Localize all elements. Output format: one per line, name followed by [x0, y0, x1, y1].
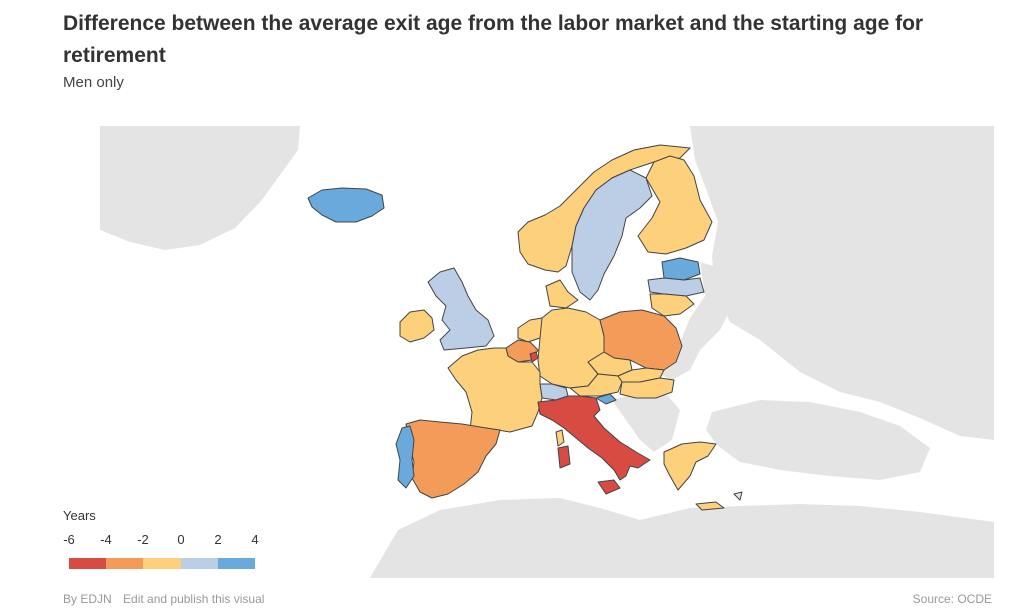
- greenland-landmass: [100, 126, 300, 250]
- region-spain[interactable]: [405, 419, 501, 499]
- legend-tick-label: 0: [177, 532, 185, 547]
- legend-tick-label: 2: [214, 532, 222, 547]
- legend-swatch: [180, 558, 218, 569]
- svalbard-landmass: [820, 128, 872, 160]
- region-slovenia[interactable]: [595, 393, 617, 405]
- source-text: Source: OCDE: [912, 592, 992, 606]
- legend-tick-label: 4: [251, 532, 259, 547]
- region-luxembourg[interactable]: [529, 351, 539, 363]
- region-sicily[interactable]: [597, 479, 621, 495]
- region-iceland[interactable]: [307, 187, 385, 223]
- region-united-kingdom[interactable]: [427, 267, 495, 351]
- legend-title: Years: [63, 508, 96, 523]
- region-norway[interactable]: [517, 144, 691, 273]
- legend-color-scale: [69, 558, 256, 569]
- region-crete[interactable]: [695, 501, 725, 511]
- region-germany[interactable]: [537, 307, 605, 389]
- legend-tick-label: -4: [100, 532, 112, 547]
- region-portugal[interactable]: [395, 425, 415, 489]
- balkans-landmass: [612, 392, 680, 452]
- region-latvia[interactable]: [647, 277, 705, 297]
- countries: [307, 144, 743, 511]
- credit-text: By EDJN: [63, 592, 112, 606]
- footer-credits: By EDJN Edit and publish this visual: [63, 592, 264, 606]
- legend-swatch: [143, 558, 181, 569]
- edit-publish-link[interactable]: Edit and publish this visual: [123, 592, 265, 606]
- chart-title: Difference between the average exit age …: [63, 12, 924, 67]
- turkey-landmass: [706, 400, 930, 480]
- north-africa-landmass: [370, 498, 994, 578]
- legend-swatch: [217, 558, 256, 569]
- region-corsica[interactable]: [555, 429, 565, 447]
- region-sardinia[interactable]: [557, 445, 571, 469]
- chart-subtitle: Men only: [63, 74, 124, 91]
- region-italy[interactable]: [537, 395, 651, 481]
- legend-swatch: [106, 558, 144, 569]
- east-europe-landmass: [655, 262, 735, 380]
- region-cyprus: [733, 491, 743, 501]
- region-sweden[interactable]: [571, 169, 653, 301]
- background-land: [100, 126, 994, 578]
- region-greece[interactable]: [663, 441, 717, 491]
- russia-landmass: [690, 126, 994, 440]
- region-france[interactable]: [447, 347, 543, 433]
- legend-tick-label: -2: [137, 532, 149, 547]
- region-finland[interactable]: [637, 155, 713, 255]
- region-denmark[interactable]: [545, 279, 579, 309]
- legend-swatch: [69, 558, 107, 569]
- legend-tick-label: -6: [63, 532, 75, 547]
- region-ireland[interactable]: [399, 309, 435, 343]
- region-lithuania[interactable]: [649, 293, 695, 317]
- region-hungary[interactable]: [619, 377, 675, 399]
- region-estonia[interactable]: [661, 257, 701, 281]
- europe-choropleth-map: [100, 126, 994, 578]
